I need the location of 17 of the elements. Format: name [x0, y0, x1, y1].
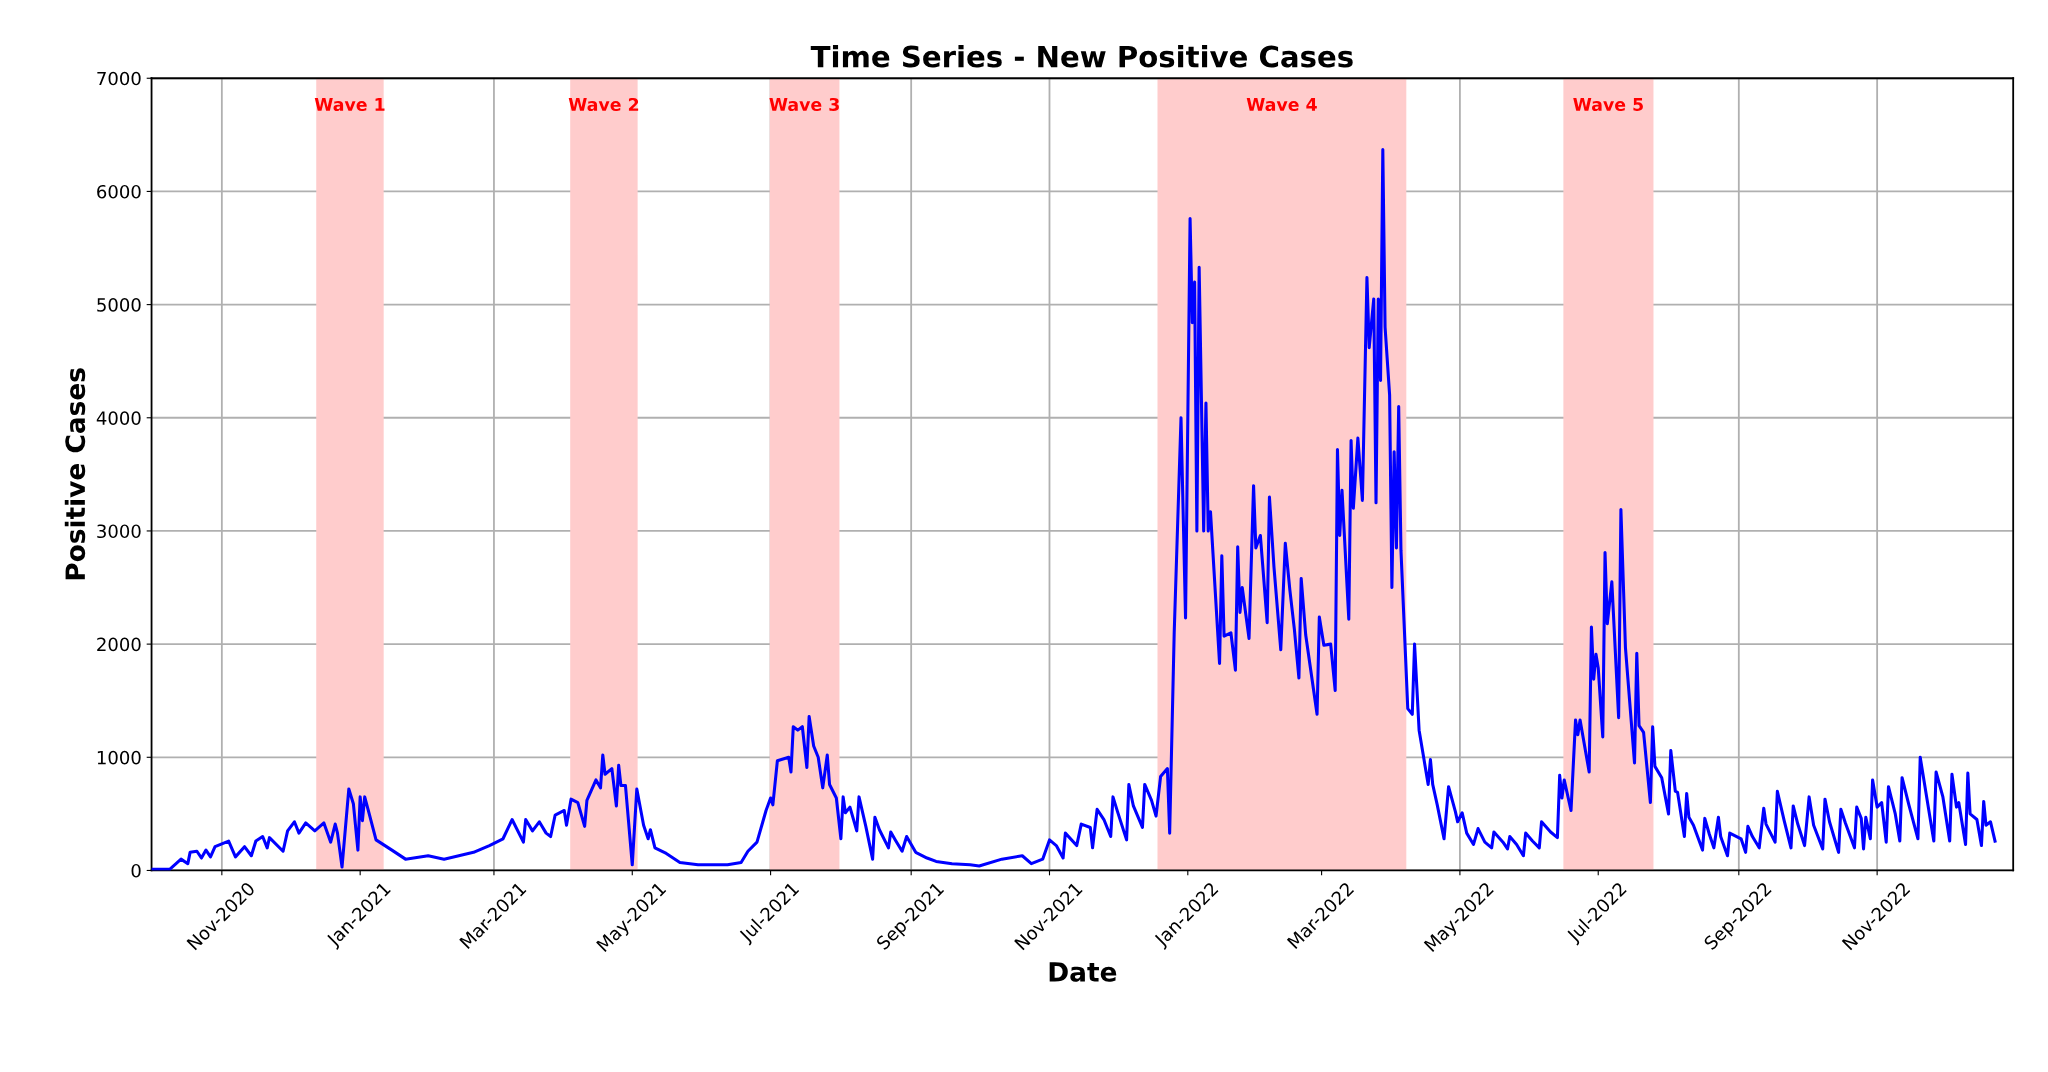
y-tick-label: 2000 [97, 637, 141, 652]
band-label: Wave 5 [1573, 98, 1643, 112]
y-axis-title: Positive Cases [64, 368, 86, 580]
y-tick-label: 6000 [97, 184, 141, 199]
y-tick-label: 0 [131, 863, 141, 878]
line-series [151, 148, 1997, 871]
x-axis-title: Date [1049, 962, 1117, 982]
band-label: Wave 2 [568, 97, 639, 112]
band-label: Wave 4 [1246, 98, 1317, 112]
chart-title: Time Series - New Positive Cases [810, 44, 1353, 68]
band-label: Wave 3 [769, 97, 839, 112]
y-tick-label: 3000 [97, 524, 141, 539]
y-tick-label: 7000 [97, 71, 141, 86]
y-tick-label: 1000 [97, 750, 141, 765]
y-tick-label: 5000 [97, 298, 141, 312]
y-tick-label: 4000 [96, 411, 141, 425]
band-label: Wave 1 [314, 98, 385, 112]
